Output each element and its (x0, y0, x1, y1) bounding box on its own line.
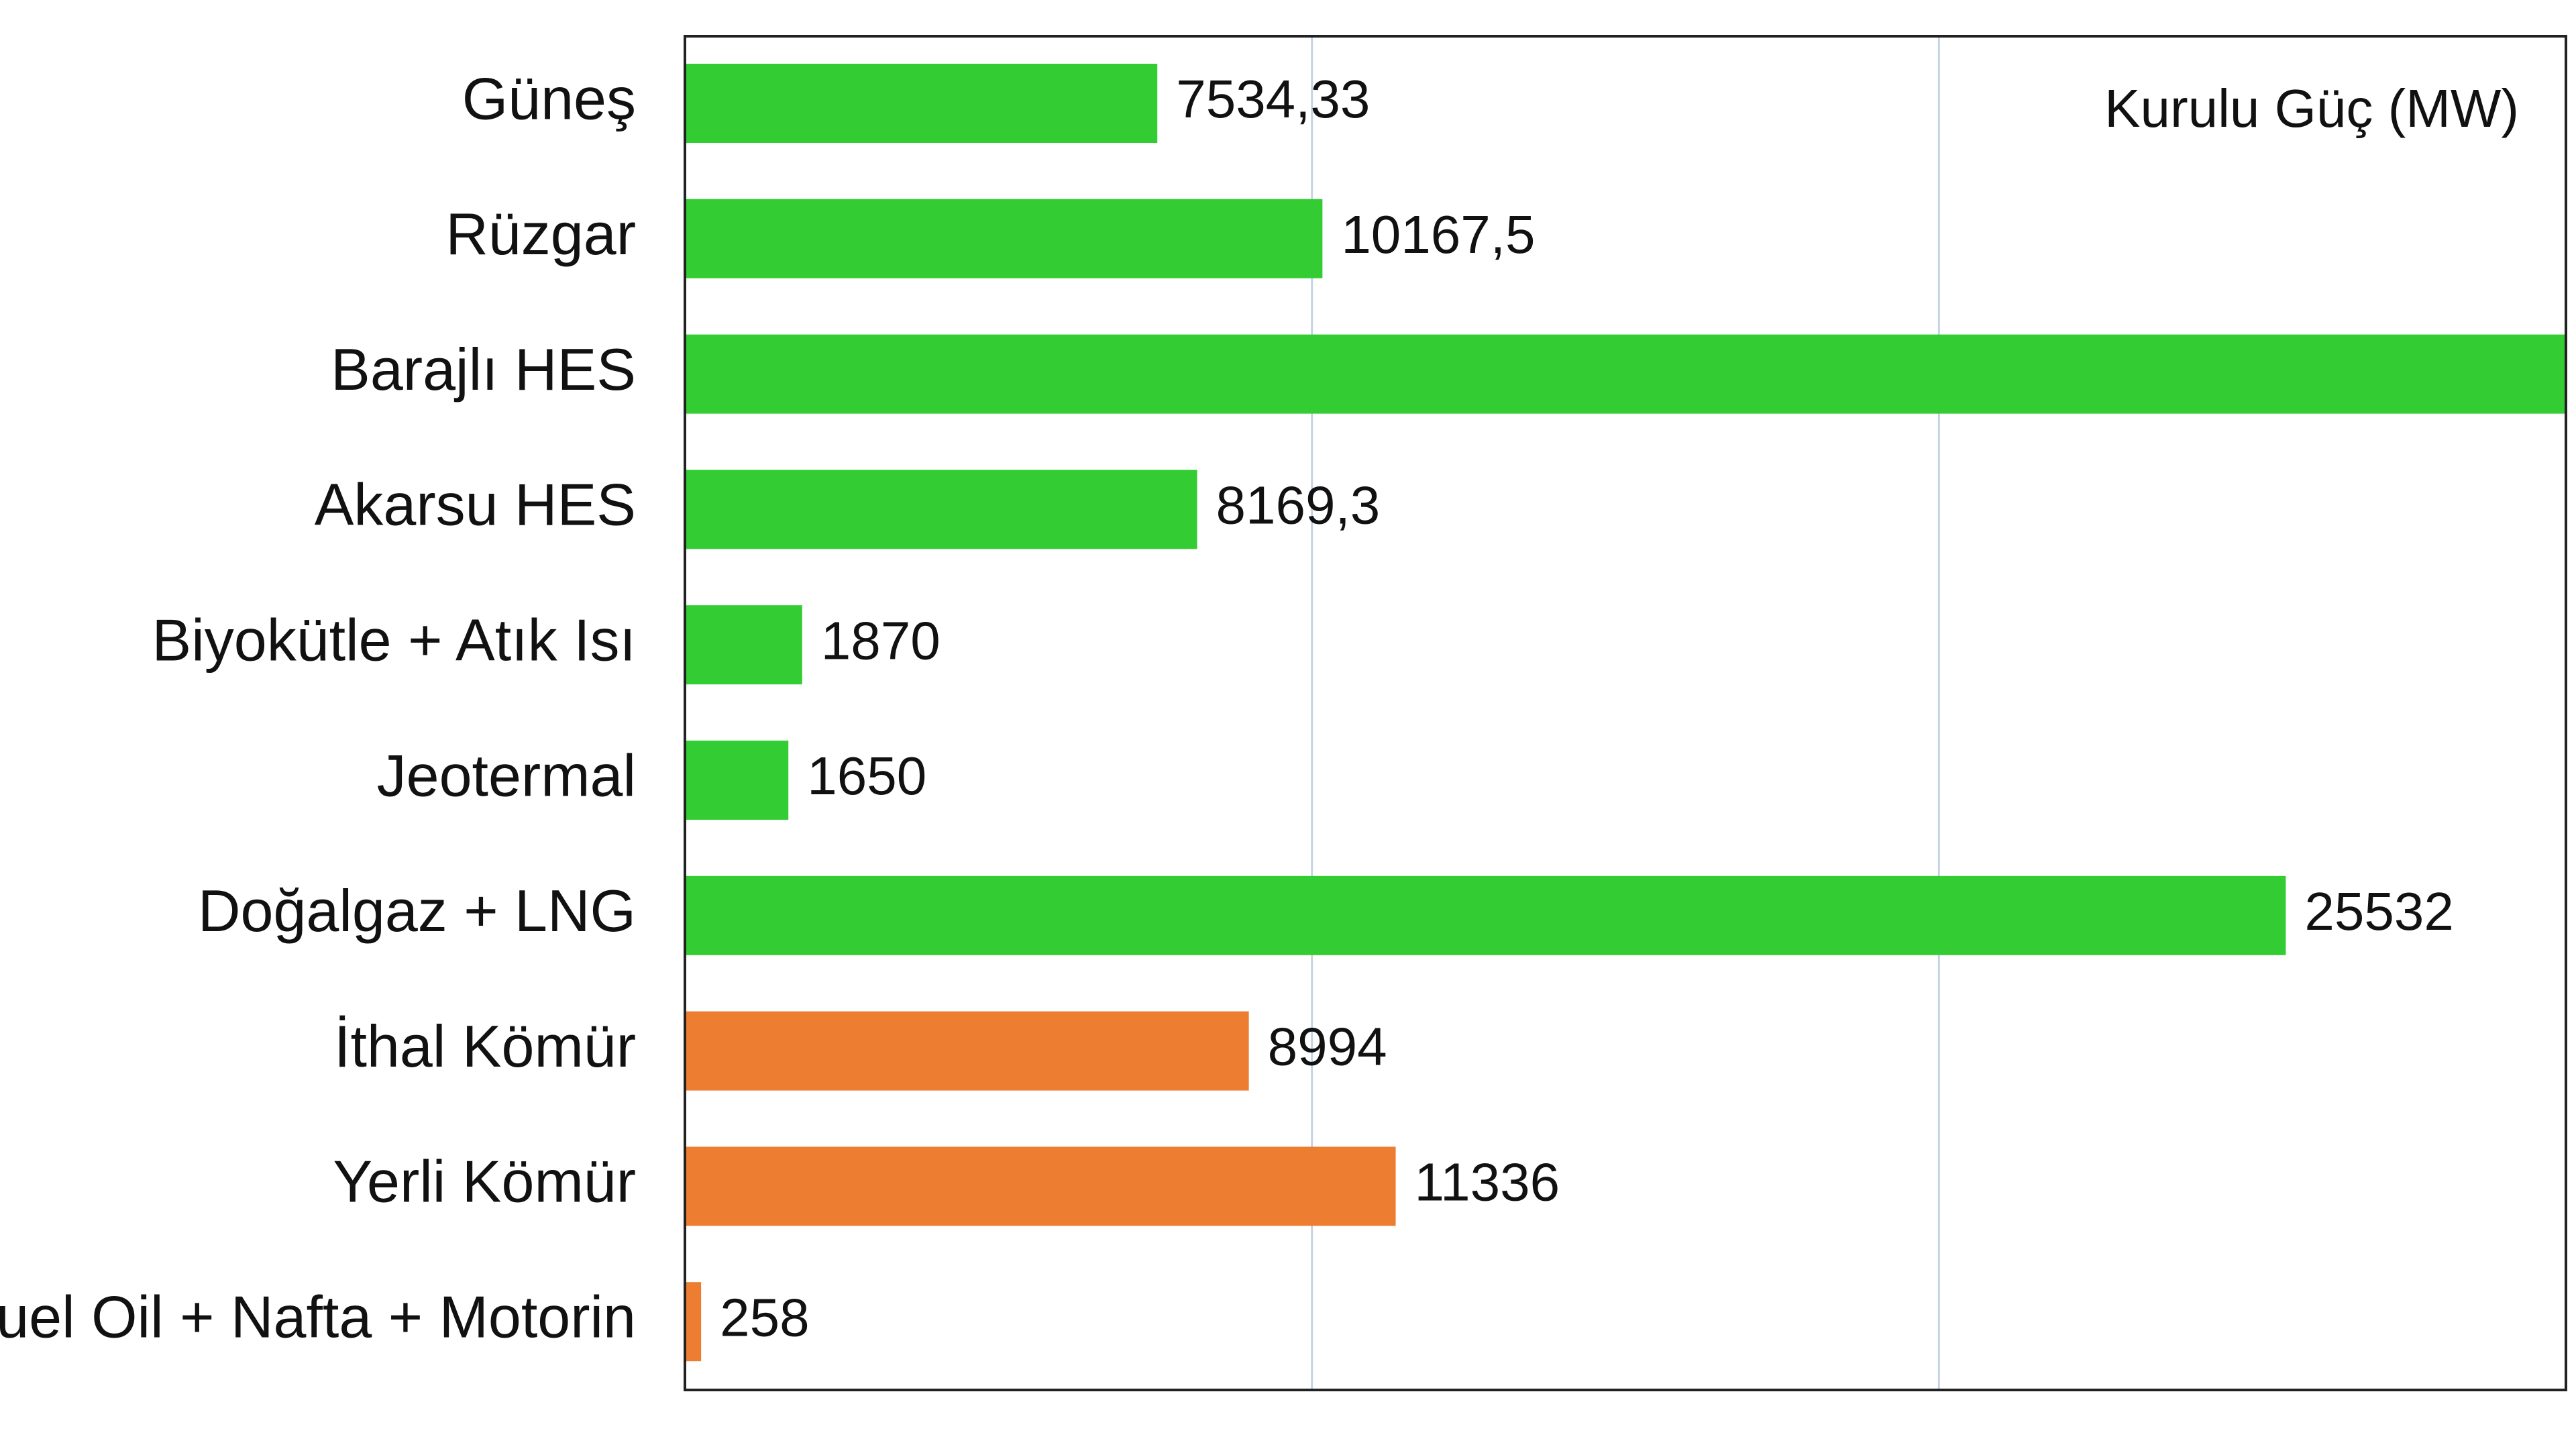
category-label: Biyokütle + Atık Isı (152, 606, 636, 673)
data-label: 8994 (1268, 1017, 1387, 1077)
data-label: 25532 (2304, 881, 2453, 941)
category-label: Yerli Kömür (333, 1148, 636, 1215)
bar (685, 1146, 1396, 1226)
category-label: Jeotermal (377, 742, 636, 808)
category-label: Fuel Oil + Nafta + Motorin (0, 1283, 636, 1350)
bars (685, 64, 2566, 1362)
data-label: 10167,5 (1341, 205, 1535, 264)
bar (685, 605, 802, 685)
category-label: İthal Kömür (334, 1013, 636, 1079)
bar (685, 1011, 1249, 1091)
bar (685, 64, 1158, 143)
category-label: Doğalgaz + LNG (198, 877, 636, 944)
data-label: 8169,3 (1216, 476, 1381, 535)
data-label: 7534,33 (1176, 69, 1370, 129)
category-label: Barajlı HES (331, 336, 636, 402)
data-label: 11336 (1415, 1152, 1560, 1212)
bar (685, 741, 789, 820)
bar (685, 1282, 702, 1362)
category-label: Rüzgar (445, 201, 636, 267)
bar (685, 334, 2566, 414)
bar (685, 875, 2286, 955)
data-label: 258 (720, 1287, 809, 1347)
category-label: Akarsu HES (315, 472, 636, 538)
plot-frame (684, 35, 2567, 1391)
data-label: 1650 (807, 746, 926, 806)
bar (685, 470, 1197, 549)
chart-title: Kurulu Güç (MW) (2104, 78, 2519, 138)
category-label: Güneş (462, 65, 636, 131)
data-label: 1870 (821, 610, 941, 670)
bar (685, 199, 1323, 278)
